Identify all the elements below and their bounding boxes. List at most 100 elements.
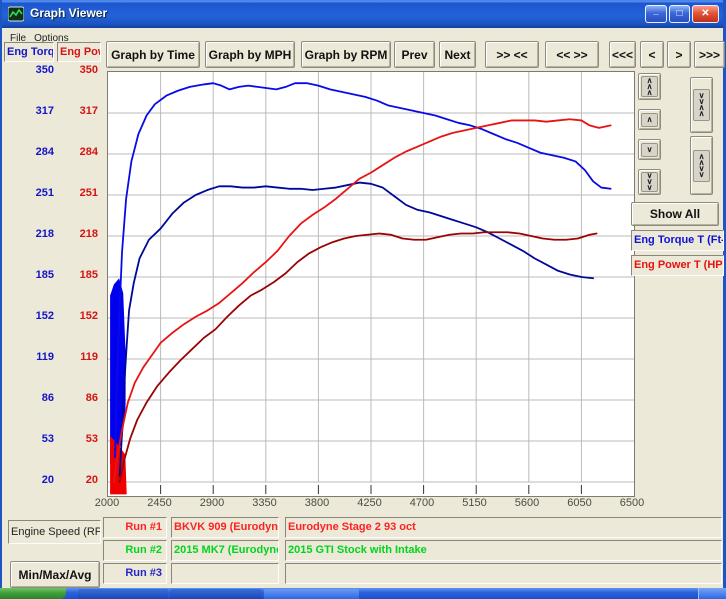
toolbar-button-prev[interactable]: Prev bbox=[394, 41, 435, 68]
toolbar-button--[interactable]: <<< bbox=[609, 41, 636, 68]
rpm-tick-label: 6050 bbox=[567, 497, 592, 509]
torque-tick-label: 20 bbox=[41, 474, 54, 486]
rpm-tick-label: 3800 bbox=[304, 497, 330, 509]
torque-tick-label: 86 bbox=[41, 392, 54, 404]
series-run-1-eng-power-hp- bbox=[112, 118, 612, 483]
rpm-tick-label: 4700 bbox=[409, 497, 435, 509]
chevron-up-icon: ∧ bbox=[641, 112, 658, 127]
rpm-tick-label: 5600 bbox=[514, 497, 540, 509]
rpm-tick-label: 6500 bbox=[619, 497, 645, 509]
min-max-avg-label: Min/Max/Avg bbox=[18, 567, 92, 582]
maximize-icon: □ bbox=[676, 8, 683, 19]
rpm-tick-label: 4250 bbox=[357, 497, 382, 509]
torque-axis-header: Eng Torque bbox=[4, 42, 54, 62]
legend-entry-torque[interactable]: Eng Torque T (Ft-lb) bbox=[631, 230, 724, 251]
run-label-3: Run #3 bbox=[103, 563, 167, 584]
run-2-file-field[interactable]: 2015 MK7 (Eurodyne, E bbox=[171, 540, 279, 561]
power-tick-label: 284 bbox=[79, 146, 98, 158]
toolbar-button--[interactable]: > bbox=[667, 41, 691, 68]
chevron-down-icon: ∨ bbox=[641, 142, 658, 157]
toolbar-button-graph-by-mph[interactable]: Graph by MPH bbox=[205, 41, 295, 68]
toolbar-button--[interactable]: >> << bbox=[485, 41, 539, 68]
run-1-description-field[interactable]: Eurodyne Stage 2 93 oct bbox=[285, 517, 722, 538]
power-tick-label: 152 bbox=[79, 310, 98, 322]
app-icon bbox=[7, 6, 25, 22]
legend-entry-power[interactable]: Eng Power T (HP) bbox=[631, 255, 724, 276]
power-tick-label: 350 bbox=[79, 64, 98, 76]
rpm-tick-label: 3350 bbox=[252, 497, 277, 509]
chevron-collapse-vertical-button[interactable]: ∨ ∨ ∧ ∧ bbox=[690, 77, 713, 133]
show-all-button[interactable]: Show All bbox=[631, 202, 719, 226]
chevron-collapse-vertical-icon: ∨ ∨ ∧ ∧ bbox=[693, 89, 710, 121]
chevron-triple-up-button[interactable]: ∧ ∧ ∧ bbox=[638, 73, 661, 100]
power-axis-header: Eng Power bbox=[57, 42, 101, 62]
run-2-description-field[interactable]: 2015 GTI Stock with Intake bbox=[285, 540, 722, 561]
rpm-tick-label: 2450 bbox=[147, 497, 172, 509]
toolbar-button-graph-by-rpm[interactable]: Graph by RPM bbox=[301, 41, 391, 68]
taskbar-task-button[interactable] bbox=[264, 589, 359, 599]
toolbar-button-next[interactable]: Next bbox=[439, 41, 476, 68]
series-run-2-eng-power-hp- bbox=[118, 231, 598, 483]
chevron-triple-down-icon: ∨ ∨ ∨ bbox=[641, 172, 658, 192]
chevron-triple-down-button[interactable]: ∨ ∨ ∨ bbox=[638, 169, 661, 195]
rpm-tick-label: 2000 bbox=[94, 497, 120, 509]
chevron-up-button[interactable]: ∧ bbox=[638, 109, 661, 130]
run-label-1: Run #1 bbox=[103, 517, 167, 538]
chevron-expand-vertical-icon: ∧ ∧ ∨ ∨ bbox=[693, 149, 710, 182]
minimize-button[interactable]: _ bbox=[645, 5, 667, 23]
power-tick-label: 20 bbox=[85, 474, 98, 486]
power-tick-label: 119 bbox=[80, 351, 98, 363]
power-tick-label: 185 bbox=[79, 269, 98, 281]
taskbar-task-button[interactable] bbox=[170, 589, 262, 599]
close-icon: ✕ bbox=[701, 8, 710, 19]
run-3-file-field[interactable] bbox=[171, 563, 279, 584]
chart-plot-area[interactable] bbox=[107, 71, 635, 497]
system-tray[interactable] bbox=[698, 588, 726, 599]
power-tick-label: 218 bbox=[79, 228, 98, 240]
close-button[interactable]: ✕ bbox=[692, 5, 719, 23]
series-run-2-eng-torque-ft-lb- bbox=[118, 181, 594, 477]
torque-tick-label: 119 bbox=[36, 351, 54, 363]
show-all-label: Show All bbox=[649, 207, 701, 221]
series-run-1-eng-torque-ft-lb- bbox=[114, 82, 612, 459]
minimize-icon: _ bbox=[653, 5, 659, 16]
start-button[interactable] bbox=[0, 588, 66, 599]
menu-item-file[interactable]: File bbox=[10, 33, 27, 44]
taskbar-task-button[interactable] bbox=[78, 589, 168, 599]
torque-tick-label: 152 bbox=[35, 310, 54, 322]
power-tick-label: 53 bbox=[85, 433, 98, 445]
torque-tick-label: 317 bbox=[35, 105, 54, 117]
toolbar-button-graph-by-time[interactable]: Graph by Time bbox=[106, 41, 200, 68]
torque-tick-label: 53 bbox=[41, 433, 54, 445]
run-3-description-field[interactable] bbox=[285, 563, 722, 584]
title-bar[interactable]: Graph Viewer _ □ ✕ bbox=[2, 0, 723, 28]
dyno-chart bbox=[108, 72, 634, 495]
chevron-down-button[interactable]: ∨ bbox=[638, 139, 661, 160]
rpm-tick-label: 2900 bbox=[199, 497, 225, 509]
chevron-expand-vertical-button[interactable]: ∧ ∧ ∨ ∨ bbox=[690, 136, 713, 195]
chevron-triple-up-icon: ∧ ∧ ∧ bbox=[641, 76, 658, 97]
toolbar-button--[interactable]: >>> bbox=[694, 41, 725, 68]
taskbar[interactable] bbox=[0, 588, 726, 599]
toolbar-button--[interactable]: < bbox=[640, 41, 664, 68]
torque-tick-label: 218 bbox=[35, 228, 54, 240]
torque-tick-label: 350 bbox=[35, 64, 54, 76]
min-max-avg-button[interactable]: Min/Max/Avg bbox=[10, 561, 100, 588]
run-label-2: Run #2 bbox=[103, 540, 167, 561]
x-axis-header-box: Engine Speed (RPM) bbox=[11, 526, 100, 538]
window-title: Graph Viewer bbox=[30, 6, 108, 20]
torque-tick-label: 251 bbox=[35, 187, 54, 199]
run-1-file-field[interactable]: BKVK 909 (Eurodyne, I bbox=[171, 517, 279, 538]
toolbar-button--[interactable]: << >> bbox=[545, 41, 599, 68]
menu-bar: File Options bbox=[2, 28, 723, 44]
menu-item-options[interactable]: Options bbox=[34, 33, 69, 44]
power-tick-label: 317 bbox=[79, 105, 98, 117]
rpm-tick-label: 5150 bbox=[462, 497, 487, 509]
torque-tick-label: 185 bbox=[35, 269, 54, 281]
torque-tick-label: 284 bbox=[35, 146, 54, 158]
power-tick-label: 86 bbox=[85, 392, 98, 404]
maximize-button[interactable]: □ bbox=[669, 5, 690, 23]
power-tick-label: 251 bbox=[79, 187, 98, 199]
